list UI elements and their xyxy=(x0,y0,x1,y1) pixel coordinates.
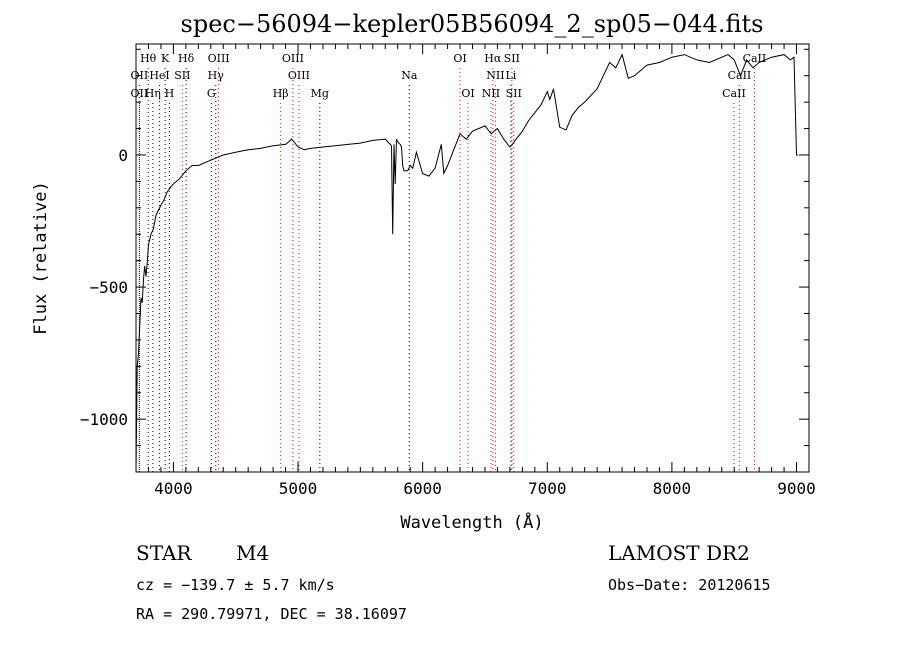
x-tick-label-7000: 7000 xyxy=(528,479,567,498)
marker-label-0: Hθ xyxy=(140,52,157,65)
marker-label-14: Na xyxy=(401,69,418,82)
marker-label-26: SII xyxy=(506,87,522,100)
marker-label-16: Li xyxy=(505,69,516,82)
marker-label-19: Hη xyxy=(145,87,161,100)
marker-label-1: K xyxy=(161,52,170,65)
marker-label-12: Hγ xyxy=(208,69,225,82)
x-tick-label-5000: 5000 xyxy=(279,479,318,498)
marker-label-2: Hδ xyxy=(178,52,195,65)
x-axis: 4000 5000 6000 7000 8000 9000 xyxy=(135,44,816,498)
marker-label-18: OII xyxy=(131,87,149,100)
coordinates: RA = 290.79971, DEC = 38.16097 xyxy=(136,605,407,623)
marker-label-27: CaII xyxy=(722,87,746,100)
survey-name: LAMOST DR2 xyxy=(608,541,750,565)
observation-date: Obs−Date: 20120615 xyxy=(608,576,771,594)
y-axis-label: Flux (relative) xyxy=(31,181,51,335)
marker-label-15: NII xyxy=(486,69,504,82)
marker-label-3: OIII xyxy=(208,52,230,65)
x-tick-label-9000: 9000 xyxy=(777,479,816,498)
spectrum-line xyxy=(135,53,798,473)
x-tick-label-6000: 6000 xyxy=(403,479,442,498)
object-subclass: M4 xyxy=(236,541,269,565)
marker-label-8: CaII xyxy=(743,52,767,65)
marker-label-20: H xyxy=(165,87,175,100)
marker-label-23: Mg xyxy=(311,87,329,100)
x-axis-label: Wavelength (Å) xyxy=(400,511,543,533)
y-tick-label-0: 0 xyxy=(118,146,128,165)
y-tick-label--1000: −1000 xyxy=(80,410,128,429)
x-tick-label-4000: 4000 xyxy=(154,479,193,498)
marker-label-24: OI xyxy=(461,87,474,100)
x-tick-label-8000: 8000 xyxy=(653,479,692,498)
marker-label-4: OIII xyxy=(282,52,304,65)
marker-label-6: Hα xyxy=(484,52,502,65)
marker-label-5: OI xyxy=(453,52,466,65)
y-tick-label--500: −500 xyxy=(89,278,128,297)
marker-label-17: CaII xyxy=(728,69,752,82)
marker-label-13: OIII xyxy=(288,69,310,82)
marker-label-10: HeI xyxy=(149,69,169,82)
marker-label-22: Hβ xyxy=(273,87,289,100)
marker-label-11: SII xyxy=(174,69,190,82)
redshift-cz: cz = −139.7 ± 5.7 km/s xyxy=(136,576,335,594)
marker-label-7: SII xyxy=(504,52,520,65)
y-axis: −1000 −500 0 xyxy=(80,48,809,473)
marker-label-25: NII xyxy=(482,87,500,100)
plot-frame xyxy=(135,43,810,473)
marker-label-21: G xyxy=(207,87,216,100)
object-class: STAR xyxy=(136,541,192,565)
chart-title: spec−56094−kepler05B56094_2_sp05−044.fit… xyxy=(181,10,764,38)
